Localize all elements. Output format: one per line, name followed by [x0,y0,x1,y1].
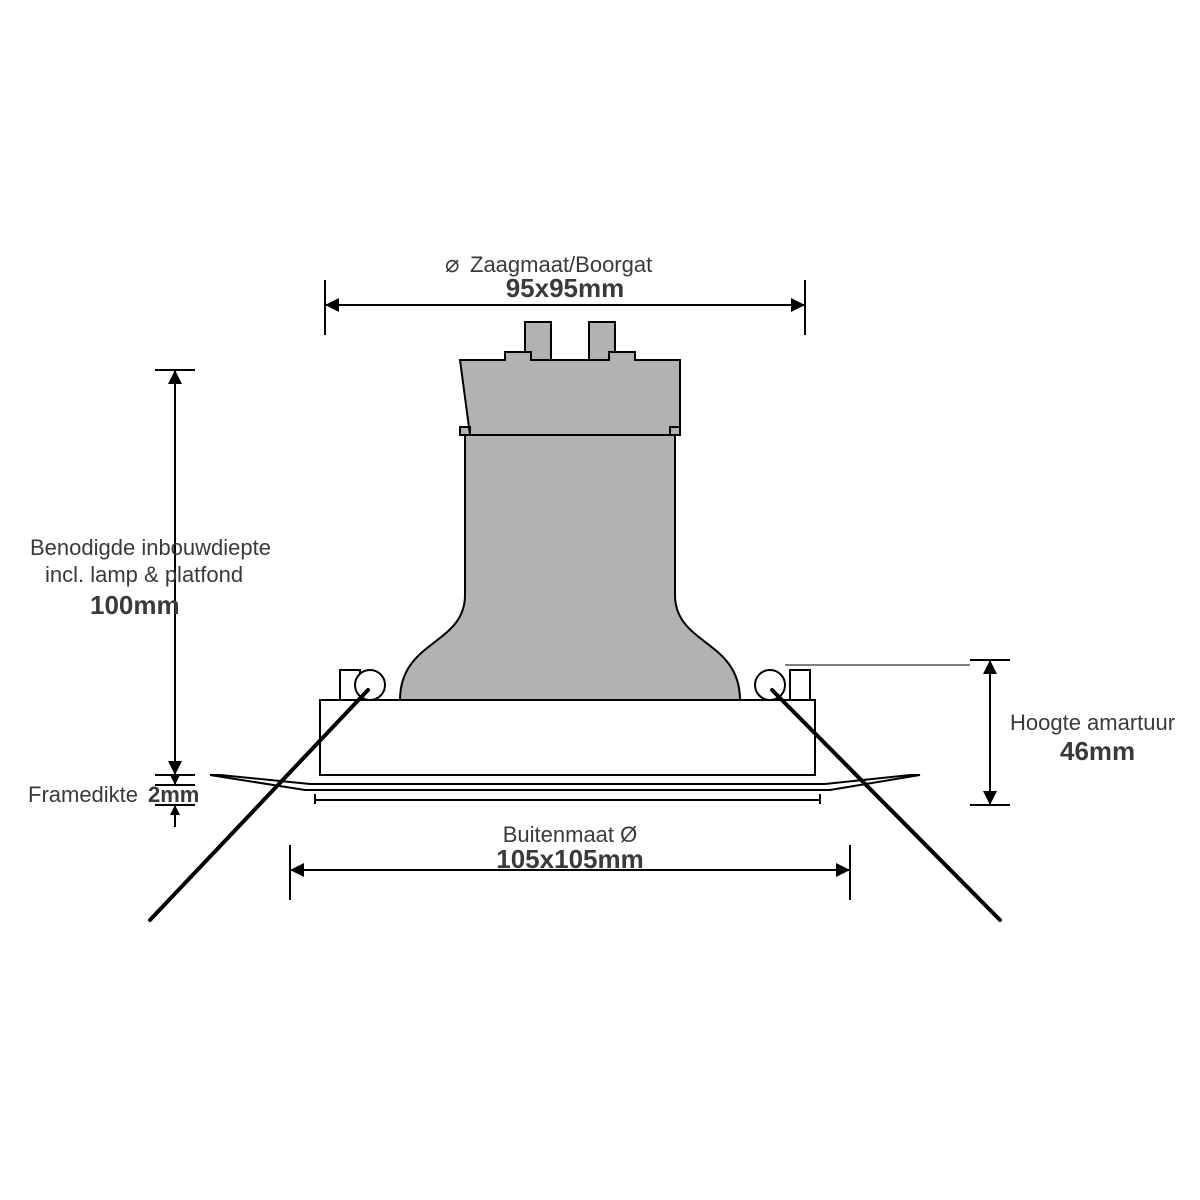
dim-height-title: Hoogte amartuur [1010,710,1175,735]
dim-height-value: 46mm [1060,736,1135,766]
collar-right [790,670,810,700]
fixture-housing [320,700,815,775]
drill-icon: ⌀ [445,251,459,278]
dim-depth-title2: incl. lamp & platfond [45,562,243,587]
bulb-neck [460,352,680,435]
dim-framedikte-title: Framedikte [28,782,138,807]
dim-framedikte-value: 2mm [148,782,199,807]
bulb-body [400,435,740,700]
fixture-flange [210,775,920,790]
dim-depth-title1: Benodigde inbouwdiepte [30,535,271,560]
dim-cutout-value: 95x95mm [506,273,625,303]
dim-outer-value: 105x105mm [496,844,643,874]
spring-clip-left [355,670,385,700]
spring-wire-right [772,690,1000,920]
dim-depth-value: 100mm [90,590,180,620]
spring-clip-right [755,670,785,700]
